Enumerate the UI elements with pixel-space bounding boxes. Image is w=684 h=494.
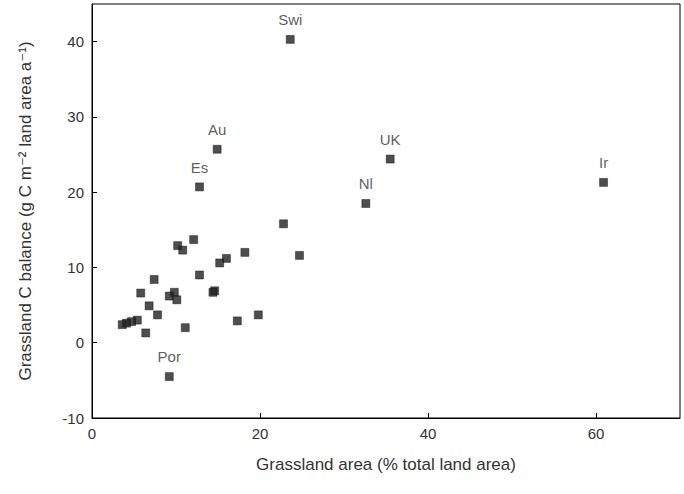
svg-text:10: 10 <box>67 259 84 276</box>
svg-text:40: 40 <box>420 425 437 442</box>
svg-text:UK: UK <box>380 131 401 148</box>
svg-text:20: 20 <box>252 425 269 442</box>
svg-text:Nl: Nl <box>359 175 373 192</box>
svg-text:30: 30 <box>67 108 84 125</box>
svg-text:0: 0 <box>88 425 96 442</box>
svg-text:Swi: Swi <box>278 11 302 28</box>
svg-text:Grassland area (% total land a: Grassland area (% total land area) <box>256 455 516 474</box>
svg-text:40: 40 <box>67 33 84 50</box>
svg-text:Au: Au <box>208 121 226 138</box>
svg-text:Ir: Ir <box>599 154 608 171</box>
svg-text:-10: -10 <box>62 410 84 427</box>
svg-text:0: 0 <box>76 334 84 351</box>
svg-text:Por: Por <box>158 348 181 365</box>
svg-text:Grassland C balance (g C m⁻² l: Grassland C balance (g C m⁻² land area a… <box>16 41 35 380</box>
svg-text:20: 20 <box>67 184 84 201</box>
svg-text:Es: Es <box>191 159 209 176</box>
svg-text:60: 60 <box>588 425 605 442</box>
